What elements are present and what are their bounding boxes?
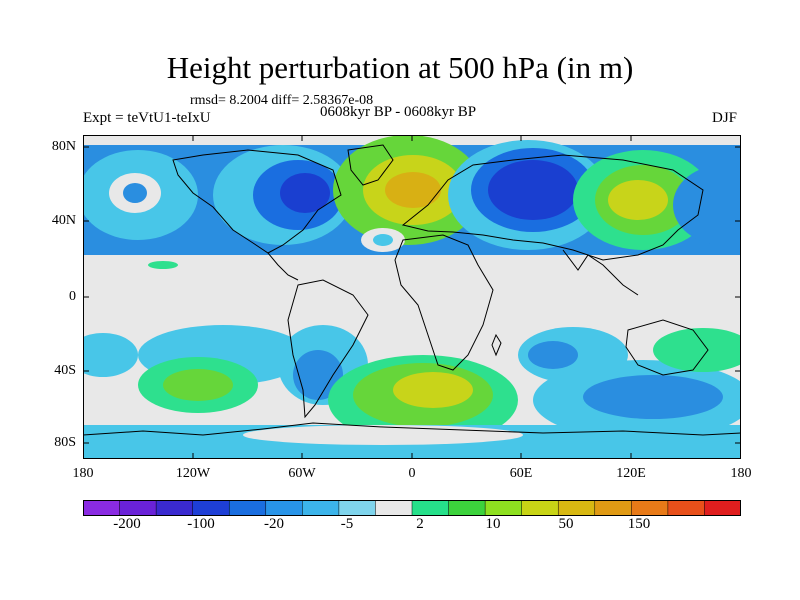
lat-label-40s: 40S	[54, 363, 76, 378]
lon-label-180-left: 180	[72, 466, 94, 481]
lon-label-60e: 60E	[509, 466, 533, 481]
colorbar-label-50: 50	[558, 516, 574, 532]
north-pacific-core	[123, 183, 147, 203]
season-label: DJF	[712, 110, 738, 126]
lon-label-180-right: 180	[730, 466, 752, 481]
north-atlantic-blue	[373, 234, 393, 246]
southwest-blue	[83, 333, 138, 377]
rmsd-diff-stats: rmsd= 8.2004 diff= 2.58367e-08	[190, 93, 374, 108]
colorbar-swatch	[119, 500, 157, 516]
colorbar-swatch	[192, 500, 230, 516]
plot-title: Height perturbation at 500 hPa (in m)	[166, 50, 634, 85]
lat-label-40n: 40N	[51, 213, 76, 228]
lon-label-60w: 60W	[288, 466, 316, 481]
equatorial-green-patch	[148, 261, 178, 269]
south-pacific-west-high	[163, 369, 233, 401]
colorbar-swatch	[411, 500, 450, 516]
lat-label-80n: 80N	[51, 139, 76, 154]
colorbar-label-150: 150	[627, 516, 651, 532]
colorbar-swatch	[375, 500, 413, 516]
colorbar-swatch	[484, 500, 523, 516]
lat-label-80s: 80S	[54, 435, 76, 450]
asia-peak	[608, 180, 668, 220]
colorbar-swatch	[631, 500, 669, 516]
colorbar-label-neg100: -100	[187, 516, 215, 532]
experiment-label: Expt = teVtU1-teIxU	[83, 110, 211, 126]
colorbar-swatches	[83, 500, 741, 516]
colorbar-swatch	[594, 500, 633, 516]
north-america-core	[280, 173, 330, 213]
lon-label-0: 0	[408, 466, 416, 481]
indian-ocean-deep	[528, 341, 578, 369]
colorbar-swatch	[667, 500, 706, 516]
colorbar-swatch	[155, 500, 194, 516]
colorbar-swatch	[265, 500, 304, 516]
colorbar-frame	[83, 500, 741, 516]
colorbar-swatch	[338, 500, 377, 516]
contour-fields	[83, 135, 741, 459]
colorbar-label-10: 10	[485, 516, 501, 532]
coastlines	[83, 144, 741, 436]
lon-ticks	[192, 135, 632, 459]
lon-label-120w: 120W	[175, 466, 211, 481]
height-perturbation-map	[83, 135, 741, 459]
colorbar	[83, 500, 741, 516]
colorbar-label-neg200: -200	[113, 516, 141, 532]
southeast-pacific-positive	[653, 328, 741, 372]
colorbar-label-neg5: -5	[340, 516, 354, 532]
colorbar-label-neg20: -20	[264, 516, 284, 532]
colorbar-swatch	[557, 500, 596, 516]
north-pacific-east-negative	[673, 165, 741, 245]
south-atlantic-peak	[393, 372, 473, 408]
colorbar-label-2: 2	[416, 516, 424, 532]
antarctic-neutral	[243, 425, 523, 445]
colorbar-swatch	[228, 500, 267, 516]
lat-ticks	[83, 146, 741, 444]
south-indian-deep	[583, 375, 723, 419]
colorbar-swatch	[83, 500, 121, 516]
lat-label-0: 0	[69, 289, 76, 304]
equatorial-neutral	[83, 255, 741, 317]
colorbar-swatch	[521, 500, 559, 516]
colorbar-swatch	[302, 500, 340, 516]
colorbar-swatch	[448, 500, 486, 516]
atlantic-peak	[385, 172, 441, 208]
eurasia-core	[488, 160, 578, 220]
south-america-deep	[293, 350, 343, 400]
colorbar-swatch	[704, 500, 741, 516]
lon-label-120e: 120E	[616, 466, 646, 481]
time-period-label: 0608kyr BP - 0608kyr BP	[320, 104, 477, 120]
